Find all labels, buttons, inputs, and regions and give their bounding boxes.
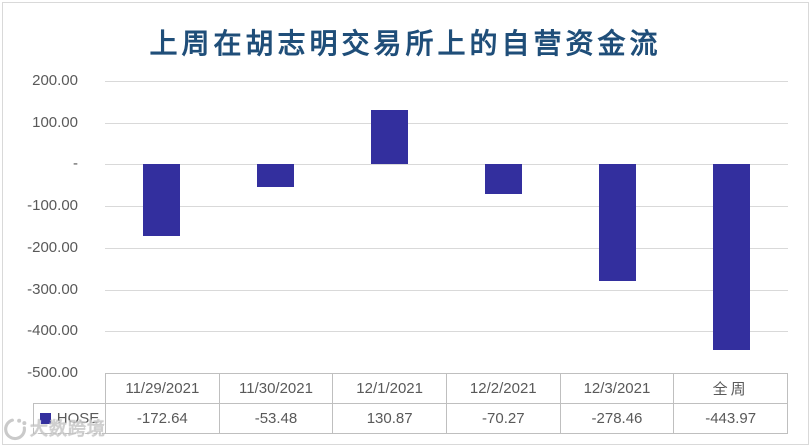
table-header-cell: 全周 <box>673 373 788 404</box>
legend-series-label: HOSE <box>56 410 100 427</box>
chart-bar <box>712 164 750 350</box>
chart-bar <box>257 164 295 187</box>
y-axis-tick-label: -200.00 <box>27 238 78 256</box>
gridline <box>105 247 788 249</box>
table-header-cell: 12/1/2021 <box>332 373 447 404</box>
chart-title: 上周在胡志明交易所上的自营资金流 <box>149 29 662 60</box>
table-value-cell: -278.46 <box>559 403 675 434</box>
chart-bar <box>598 164 636 281</box>
table-header-cell: 11/30/2021 <box>218 373 334 404</box>
table-value-cell: -70.27 <box>445 403 561 434</box>
chart-bar <box>371 109 409 165</box>
gridline <box>105 206 788 208</box>
y-axis-tick-label: 100.00 <box>32 113 78 131</box>
chart-bar <box>143 164 181 237</box>
y-axis-tick-label: -100.00 <box>27 197 78 215</box>
gridline <box>105 122 788 124</box>
gridline <box>105 331 788 333</box>
table-value-cell: -53.48 <box>218 403 334 434</box>
table-value-cell: -443.97 <box>673 403 788 434</box>
gridline <box>105 164 788 166</box>
table-value-cell: 130.87 <box>332 403 447 434</box>
table-header-row: 11/29/2021 11/30/2021 12/1/2021 12/2/2021 12… <box>34 373 788 404</box>
y-axis-tick-label: -500.00 <box>27 364 78 381</box>
table-header-cell: 12/2/2021 <box>445 373 561 404</box>
table-corner-cell <box>34 374 106 404</box>
data-table: 11/29/2021 11/30/2021 12/1/2021 12/2/2021 12… <box>33 373 788 434</box>
y-axis-tick-label: 200.00 <box>32 72 78 89</box>
table-value-cell: -172.64 <box>105 403 220 434</box>
table-header-cell: 11/29/2021 <box>105 373 220 404</box>
legend-swatch-icon <box>39 413 51 424</box>
legend-key: HOSE <box>33 403 106 434</box>
table-header-cell: 12/3/2021 <box>559 373 675 404</box>
gridline <box>105 81 788 82</box>
y-axis-tick-label: -400.00 <box>27 322 78 340</box>
gridline <box>105 289 788 291</box>
chart-bar <box>484 164 522 194</box>
y-axis-tick-label: - <box>73 155 78 173</box>
table-value-row: HOSE -172.64 -53.48 130.87 -70.27 -278.46 -44… <box>33 403 788 434</box>
y-axis-tick-label: -300.00 <box>27 280 78 298</box>
